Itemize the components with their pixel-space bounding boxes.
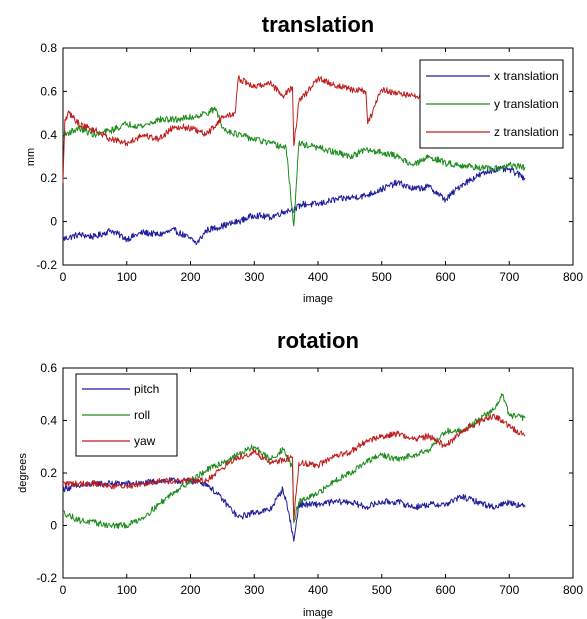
series-line-pitch bbox=[62, 477, 526, 542]
y-tick-label: 0.8 bbox=[40, 41, 57, 55]
x-tick-label: 200 bbox=[180, 270, 200, 284]
x-axis-label: image bbox=[303, 607, 333, 619]
x-tick-label: 0 bbox=[60, 270, 67, 284]
x-tick-label: 0 bbox=[60, 583, 67, 597]
ticks: 0 100 200 300 400 500 600 700 800-0.200.20.40.60… bbox=[36, 41, 583, 284]
legend-label-z-translation: z translation bbox=[494, 125, 559, 139]
x-tick-label: 200 bbox=[180, 583, 200, 597]
y-tick-label: -0.2 bbox=[36, 571, 57, 585]
legend: pitch roll yaw bbox=[75, 373, 178, 457]
x-tick-label: 500 bbox=[372, 270, 392, 284]
series-lines bbox=[62, 393, 526, 542]
y-tick-label: -0.2 bbox=[36, 258, 57, 272]
series-line-x-translation bbox=[62, 165, 526, 246]
y-tick-label: 0 bbox=[50, 215, 57, 229]
x-tick-label: 100 bbox=[117, 270, 137, 284]
x-tick-label: 400 bbox=[308, 270, 328, 284]
series-line-z-translation bbox=[62, 75, 446, 183]
y-axis-label: degrees bbox=[17, 453, 29, 493]
x-tick-label: 700 bbox=[499, 583, 519, 597]
y-tick-label: 0.4 bbox=[40, 414, 57, 428]
legend-label-y-translation: y translation bbox=[494, 97, 559, 111]
y-tick-label: 0.2 bbox=[40, 466, 57, 480]
x-tick-label: 300 bbox=[244, 583, 264, 597]
legend: x translation y translation z translatio… bbox=[419, 59, 564, 149]
x-tick-label: 800 bbox=[563, 270, 583, 284]
series-lines bbox=[62, 75, 526, 246]
legend-label-yaw: yaw bbox=[134, 434, 156, 448]
y-tick-label: 0.6 bbox=[40, 361, 57, 375]
y-tick-label: 0.4 bbox=[40, 128, 57, 142]
chart-rotation: rotation 0 100 200 300 400 500 600 700 800-0.200… bbox=[17, 328, 583, 619]
series-line-roll bbox=[62, 393, 526, 529]
x-axis-label: image bbox=[303, 293, 333, 305]
y-axis-label: mm bbox=[25, 148, 37, 166]
y-tick-label: 0.2 bbox=[40, 171, 57, 185]
chart-title: rotation bbox=[277, 328, 359, 353]
series-line-yaw bbox=[62, 413, 526, 521]
x-tick-label: 800 bbox=[563, 583, 583, 597]
chart-translation: translation 0 100 200 300 400 500 600 700 800 -0.… bbox=[25, 12, 583, 305]
x-tick-label: 600 bbox=[435, 270, 455, 284]
x-tick-label: 600 bbox=[435, 583, 455, 597]
legend-label-roll: roll bbox=[134, 408, 150, 422]
legend-label-x-translation: x translation bbox=[494, 69, 559, 83]
x-tick-label: 500 bbox=[372, 583, 392, 597]
series-line-y-translation bbox=[62, 106, 526, 227]
y-tick-label: 0.6 bbox=[40, 84, 57, 98]
x-tick-label: 700 bbox=[499, 270, 519, 284]
legend-label-pitch: pitch bbox=[134, 382, 159, 396]
x-tick-label: 100 bbox=[117, 583, 137, 597]
x-tick-label: 300 bbox=[244, 270, 264, 284]
x-tick-label: 400 bbox=[308, 583, 328, 597]
chart-title: translation bbox=[262, 12, 374, 37]
y-tick-label: 0 bbox=[50, 519, 57, 533]
ticks: 0 100 200 300 400 500 600 700 800-0.200.20.40.6 bbox=[36, 361, 583, 597]
